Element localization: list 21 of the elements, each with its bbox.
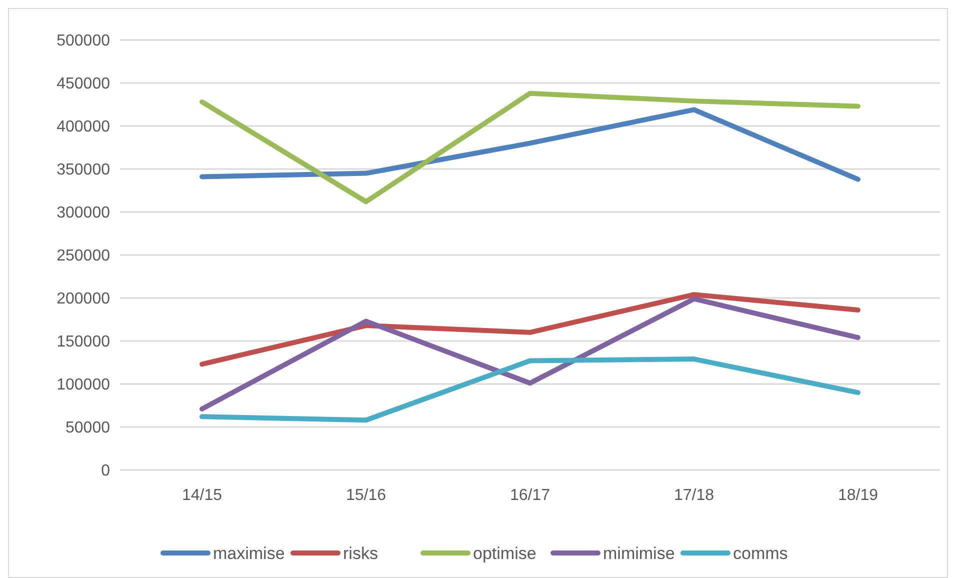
y-tick-label: 250000 [56, 248, 110, 265]
legend-label: risks [343, 544, 378, 563]
y-tick-label: 500000 [56, 32, 110, 50]
y-tick-label: 400000 [56, 118, 110, 136]
y-tick-label: 150000 [56, 334, 110, 351]
x-tick-label: 14/15 [182, 487, 222, 504]
x-tick-label: 18/19 [838, 487, 878, 504]
y-tick-label: 300000 [56, 204, 110, 222]
legend-label: mimimise [603, 544, 675, 563]
y-tick-label: 200000 [56, 290, 110, 308]
y-tick-label: 350000 [56, 162, 110, 179]
legend-label: maximise [213, 544, 285, 563]
legend-label: comms [733, 544, 788, 563]
x-tick-label: 17/18 [674, 487, 714, 504]
y-tick-label: 450000 [56, 76, 110, 93]
y-tick-label: 0 [101, 462, 110, 480]
y-tick-label: 50000 [66, 420, 110, 437]
x-tick-label: 15/16 [346, 487, 386, 504]
x-tick-label: 16/17 [510, 487, 550, 504]
legend-label: optimise [473, 544, 536, 563]
y-tick-label: 100000 [56, 376, 110, 394]
